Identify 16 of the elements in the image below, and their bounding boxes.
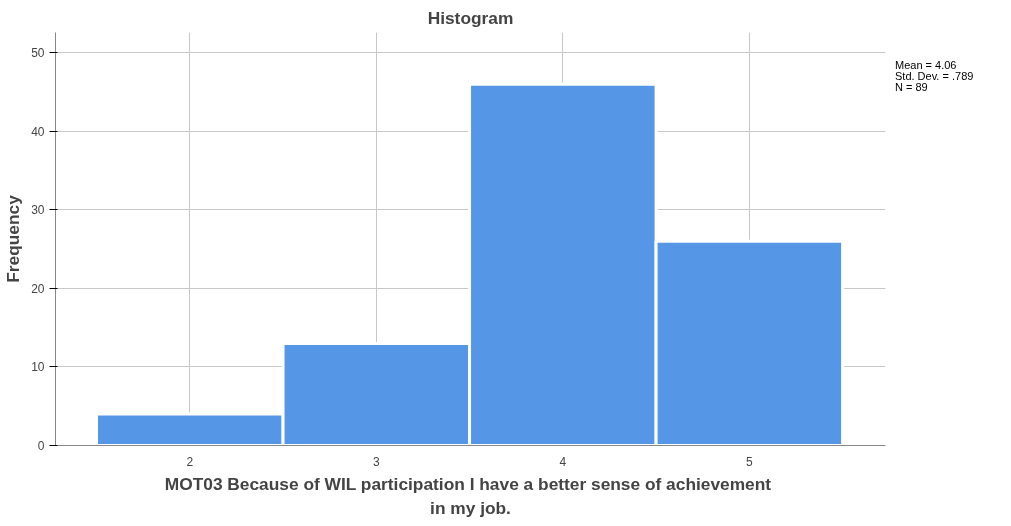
x-tick-label: 3: [372, 454, 380, 469]
y-tick-label: 0: [37, 439, 45, 453]
y-tick-label: 20: [31, 281, 45, 296]
y-tick-label: 10: [31, 360, 45, 375]
y-tick-label: 30: [31, 203, 45, 218]
text: Mean = 4.06: [895, 59, 957, 71]
y-tick-label: 50: [31, 46, 45, 61]
y-axis-title: Frequency: [3, 194, 24, 283]
y-tick-label: 40: [31, 124, 45, 139]
x-axis-title: MOT03 Because of WIL participation I have a better sense of achievement in my job.: [164, 473, 772, 518]
text: N = 89: [895, 81, 928, 93]
x-tick-label: 2: [186, 454, 194, 469]
chart-title: Histogram: [427, 7, 514, 28]
text: Std. Dev. = .789: [895, 70, 974, 82]
x-tick-label: 5: [746, 454, 754, 469]
x-tick-label: 4: [559, 454, 567, 469]
